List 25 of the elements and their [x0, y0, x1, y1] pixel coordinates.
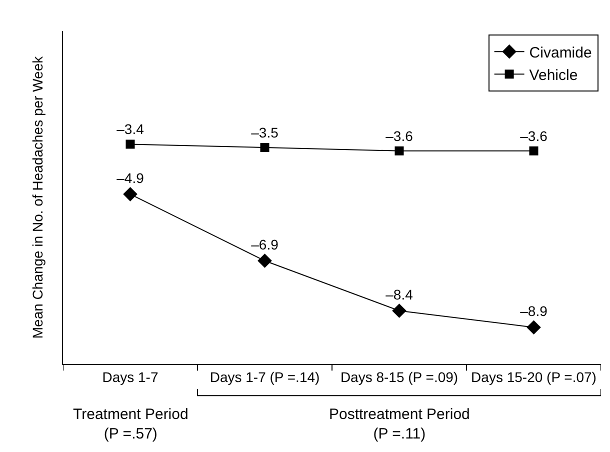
point	[529, 146, 538, 156]
x-tick-label: Days 1-7	[102, 368, 158, 385]
point	[394, 146, 404, 156]
text: Treatment Period (P =.57)	[73, 406, 188, 442]
legend-label: Civamide	[529, 44, 592, 62]
data-label: –8.9	[520, 302, 548, 319]
data-label: –4.9	[116, 170, 144, 186]
point	[126, 140, 135, 149]
x-tick-label: Days 8-15 (P =.09)	[340, 368, 458, 385]
point	[260, 143, 270, 152]
point	[526, 320, 541, 335]
data-label: –3.6	[386, 128, 414, 144]
point	[123, 187, 138, 202]
data-label: –3.5	[251, 124, 279, 140]
point	[258, 254, 272, 268]
data-label: –6.9	[251, 236, 279, 252]
point	[392, 304, 406, 318]
x-tick-label: Days 15-20 (P =.07)	[471, 368, 596, 385]
data-label: –3.4	[116, 121, 144, 138]
text: Posttreatment Period (P =.11)	[329, 406, 470, 442]
data-label: –8.4	[386, 286, 414, 302]
x-tick-label: Days 1-7 (P =.14)	[210, 368, 320, 385]
legend-label: Vehicle	[529, 66, 578, 84]
data-label: –3.6	[520, 128, 548, 144]
y-axis-title: Mean Change in No. of Headaches per Week	[30, 55, 46, 339]
